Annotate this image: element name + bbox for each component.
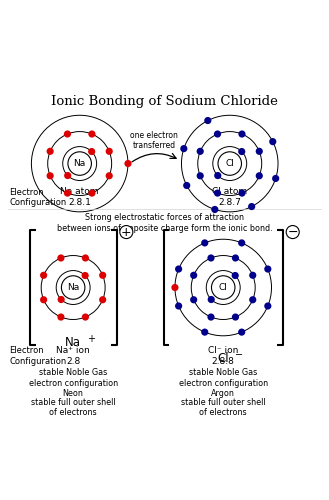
Circle shape (249, 296, 256, 304)
Circle shape (120, 226, 133, 238)
Circle shape (68, 152, 91, 176)
Circle shape (214, 172, 221, 179)
Circle shape (207, 314, 215, 320)
Circle shape (248, 203, 255, 210)
Circle shape (232, 272, 239, 279)
Circle shape (190, 296, 197, 304)
Text: stable Noble Gas
electron configuration
Argon: stable Noble Gas electron configuration … (179, 368, 268, 398)
Circle shape (256, 148, 263, 155)
Circle shape (239, 130, 245, 138)
Text: one electron
transferred: one electron transferred (130, 130, 178, 150)
Circle shape (82, 314, 89, 320)
Circle shape (249, 272, 256, 279)
Circle shape (256, 172, 263, 180)
Circle shape (212, 276, 235, 299)
Circle shape (239, 190, 245, 196)
Text: Cl atom
2.8.7: Cl atom 2.8.7 (212, 188, 247, 207)
Text: Cl: Cl (219, 283, 228, 292)
Circle shape (180, 145, 188, 152)
Text: Na: Na (65, 336, 81, 349)
Circle shape (106, 172, 113, 180)
Circle shape (64, 190, 71, 196)
Circle shape (64, 172, 71, 179)
Text: Cl: Cl (225, 159, 234, 168)
Circle shape (82, 272, 89, 279)
Circle shape (57, 314, 64, 320)
Text: Cl⁻ ion
2.8.8: Cl⁻ ion 2.8.8 (208, 346, 239, 366)
Text: Cl: Cl (217, 352, 229, 365)
Text: stable Noble Gas
electron configuration
Neon: stable Noble Gas electron configuration … (29, 368, 118, 398)
Circle shape (214, 130, 221, 138)
Text: Na: Na (67, 283, 79, 292)
Circle shape (232, 314, 239, 320)
Circle shape (204, 117, 212, 124)
Text: +: + (121, 226, 132, 238)
Circle shape (286, 226, 299, 238)
Circle shape (88, 148, 95, 155)
Circle shape (88, 130, 95, 138)
Circle shape (269, 138, 276, 145)
Circle shape (197, 148, 204, 155)
Circle shape (99, 272, 106, 279)
Circle shape (175, 302, 182, 310)
Circle shape (264, 266, 271, 272)
Text: Na: Na (74, 159, 86, 168)
Circle shape (208, 296, 215, 303)
Text: Ionic Bonding of Sodium Chloride: Ionic Bonding of Sodium Chloride (51, 95, 278, 108)
Circle shape (64, 130, 71, 138)
Circle shape (238, 148, 245, 155)
Circle shape (264, 302, 271, 310)
Circle shape (171, 284, 179, 291)
Circle shape (47, 172, 54, 180)
Circle shape (232, 254, 239, 262)
Text: Electron
Configuration: Electron Configuration (10, 346, 67, 366)
Circle shape (197, 172, 204, 180)
Circle shape (238, 240, 245, 246)
Circle shape (57, 254, 64, 262)
Circle shape (40, 272, 47, 279)
Circle shape (207, 254, 215, 262)
Text: +: + (87, 334, 95, 344)
Circle shape (40, 296, 47, 304)
Circle shape (190, 272, 197, 279)
Circle shape (62, 276, 85, 299)
Text: −: − (236, 350, 243, 360)
Circle shape (82, 254, 89, 262)
Text: Na⁺ ion
2.8: Na⁺ ion 2.8 (56, 346, 90, 366)
Circle shape (124, 160, 132, 167)
Circle shape (214, 190, 221, 196)
Text: stable full outer shell
of electrons: stable full outer shell of electrons (31, 398, 115, 417)
Text: Electron
Configuration: Electron Configuration (10, 188, 67, 208)
Circle shape (88, 190, 95, 196)
Text: Strong electrostatic forces of attraction
between ions of opposite charge form t: Strong electrostatic forces of attractio… (57, 214, 272, 233)
Text: stable full outer shell
of electrons: stable full outer shell of electrons (181, 398, 266, 417)
Text: −: − (288, 226, 298, 238)
Circle shape (218, 152, 241, 176)
Circle shape (201, 240, 208, 246)
Circle shape (201, 328, 208, 336)
Circle shape (211, 206, 218, 213)
Circle shape (238, 328, 245, 336)
Circle shape (106, 148, 113, 155)
Circle shape (58, 296, 65, 303)
Circle shape (272, 175, 279, 182)
Text: Na atom
2.8.1: Na atom 2.8.1 (61, 188, 99, 207)
Circle shape (183, 182, 190, 189)
Circle shape (47, 148, 54, 155)
Circle shape (175, 266, 182, 272)
Circle shape (99, 296, 106, 304)
